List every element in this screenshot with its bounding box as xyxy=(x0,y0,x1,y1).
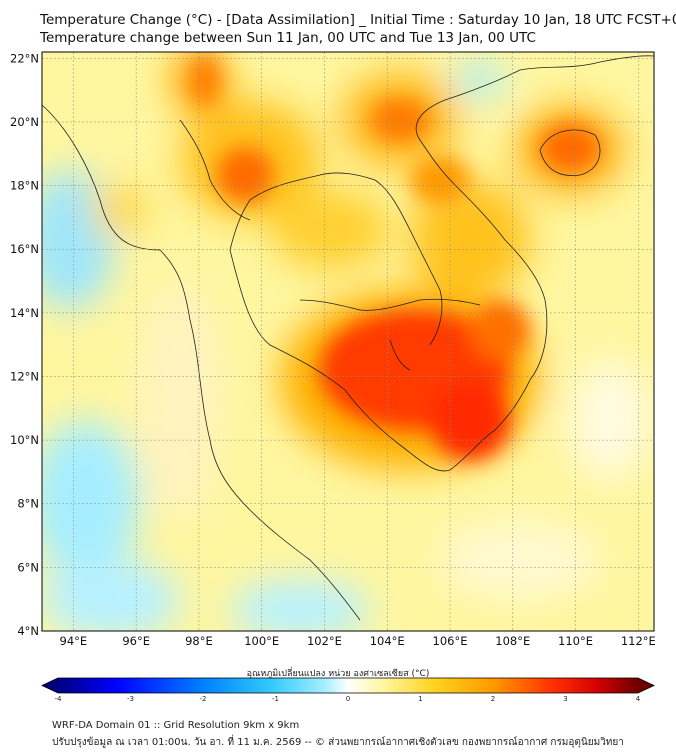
map-subtitle: Temperature change between Sun 11 Jan, 0… xyxy=(40,30,536,46)
footer-model-info: WRF-DA Domain 01 :: Grid Resolution 9km … xyxy=(52,720,300,731)
lat-tick-label: 8°N xyxy=(17,497,39,511)
lon-tick-label: 100°E xyxy=(244,634,279,648)
lat-tick-label: 10°N xyxy=(10,433,39,447)
colorbar: -4 -3 -2 -1 0 1 2 3 4 xyxy=(41,677,655,703)
colorbar-tick: 0 xyxy=(346,695,350,703)
lon-tick-label: 94°E xyxy=(60,634,88,648)
lat-tick-label: 20°N xyxy=(10,115,39,129)
colorbar-low-arrow xyxy=(42,678,58,693)
lat-tick-label: 4°N xyxy=(17,624,39,638)
colorbar-high-arrow xyxy=(638,678,654,693)
lon-tick-label: 110°E xyxy=(558,634,593,648)
lon-tick-label: 102°E xyxy=(307,634,342,648)
lat-tick-label: 18°N xyxy=(10,179,39,193)
longitude-labels: 94°E 96°E 98°E 100°E 102°E 104°E 106°E 108°E 110… xyxy=(60,634,656,648)
colorbar-tick: 1 xyxy=(418,695,422,703)
colorbar-tick: -1 xyxy=(272,695,279,703)
lat-tick-label: 22°N xyxy=(10,51,39,65)
lon-tick-label: 112°E xyxy=(621,634,656,648)
lat-tick-label: 6°N xyxy=(17,560,39,574)
lon-tick-label: 106°E xyxy=(433,634,468,648)
map-title: Temperature Change (°C) - [Data Assimila… xyxy=(40,12,676,28)
latitude-labels: 22°N 20°N 18°N 16°N 14°N 12°N 10°N 8°N 6°N 4°N xyxy=(10,51,39,638)
colorbar-title: อุณหภูมิเปลี่ยนแปลง หน่วย องศาเซลเซียส (… xyxy=(246,669,430,679)
colorbar-tick: 4 xyxy=(636,695,641,703)
lon-tick-label: 108°E xyxy=(495,634,530,648)
footer-credit: ปรับปรุงข้อมูล ณ เวลา 01:00น. วัน อา. ที… xyxy=(52,737,624,748)
lon-tick-label: 96°E xyxy=(122,634,150,648)
colorbar-tick: -3 xyxy=(127,695,134,703)
lat-tick-label: 12°N xyxy=(10,369,39,383)
colorbar-tick: -2 xyxy=(200,695,207,703)
lon-tick-label: 98°E xyxy=(185,634,213,648)
colorbar-tick: -4 xyxy=(55,695,63,703)
lon-tick-label: 104°E xyxy=(370,634,405,648)
colorbar-tick: 2 xyxy=(491,695,495,703)
gridlines xyxy=(42,52,654,631)
lat-tick-label: 16°N xyxy=(10,242,39,256)
map-frame xyxy=(41,51,655,632)
temperature-field xyxy=(42,52,654,631)
colorbar-tick-labels: -4 -3 -2 -1 0 1 2 3 4 xyxy=(55,695,641,703)
colorbar-tick: 3 xyxy=(563,695,567,703)
colorbar-bar xyxy=(58,678,638,693)
lat-tick-label: 14°N xyxy=(10,306,39,320)
